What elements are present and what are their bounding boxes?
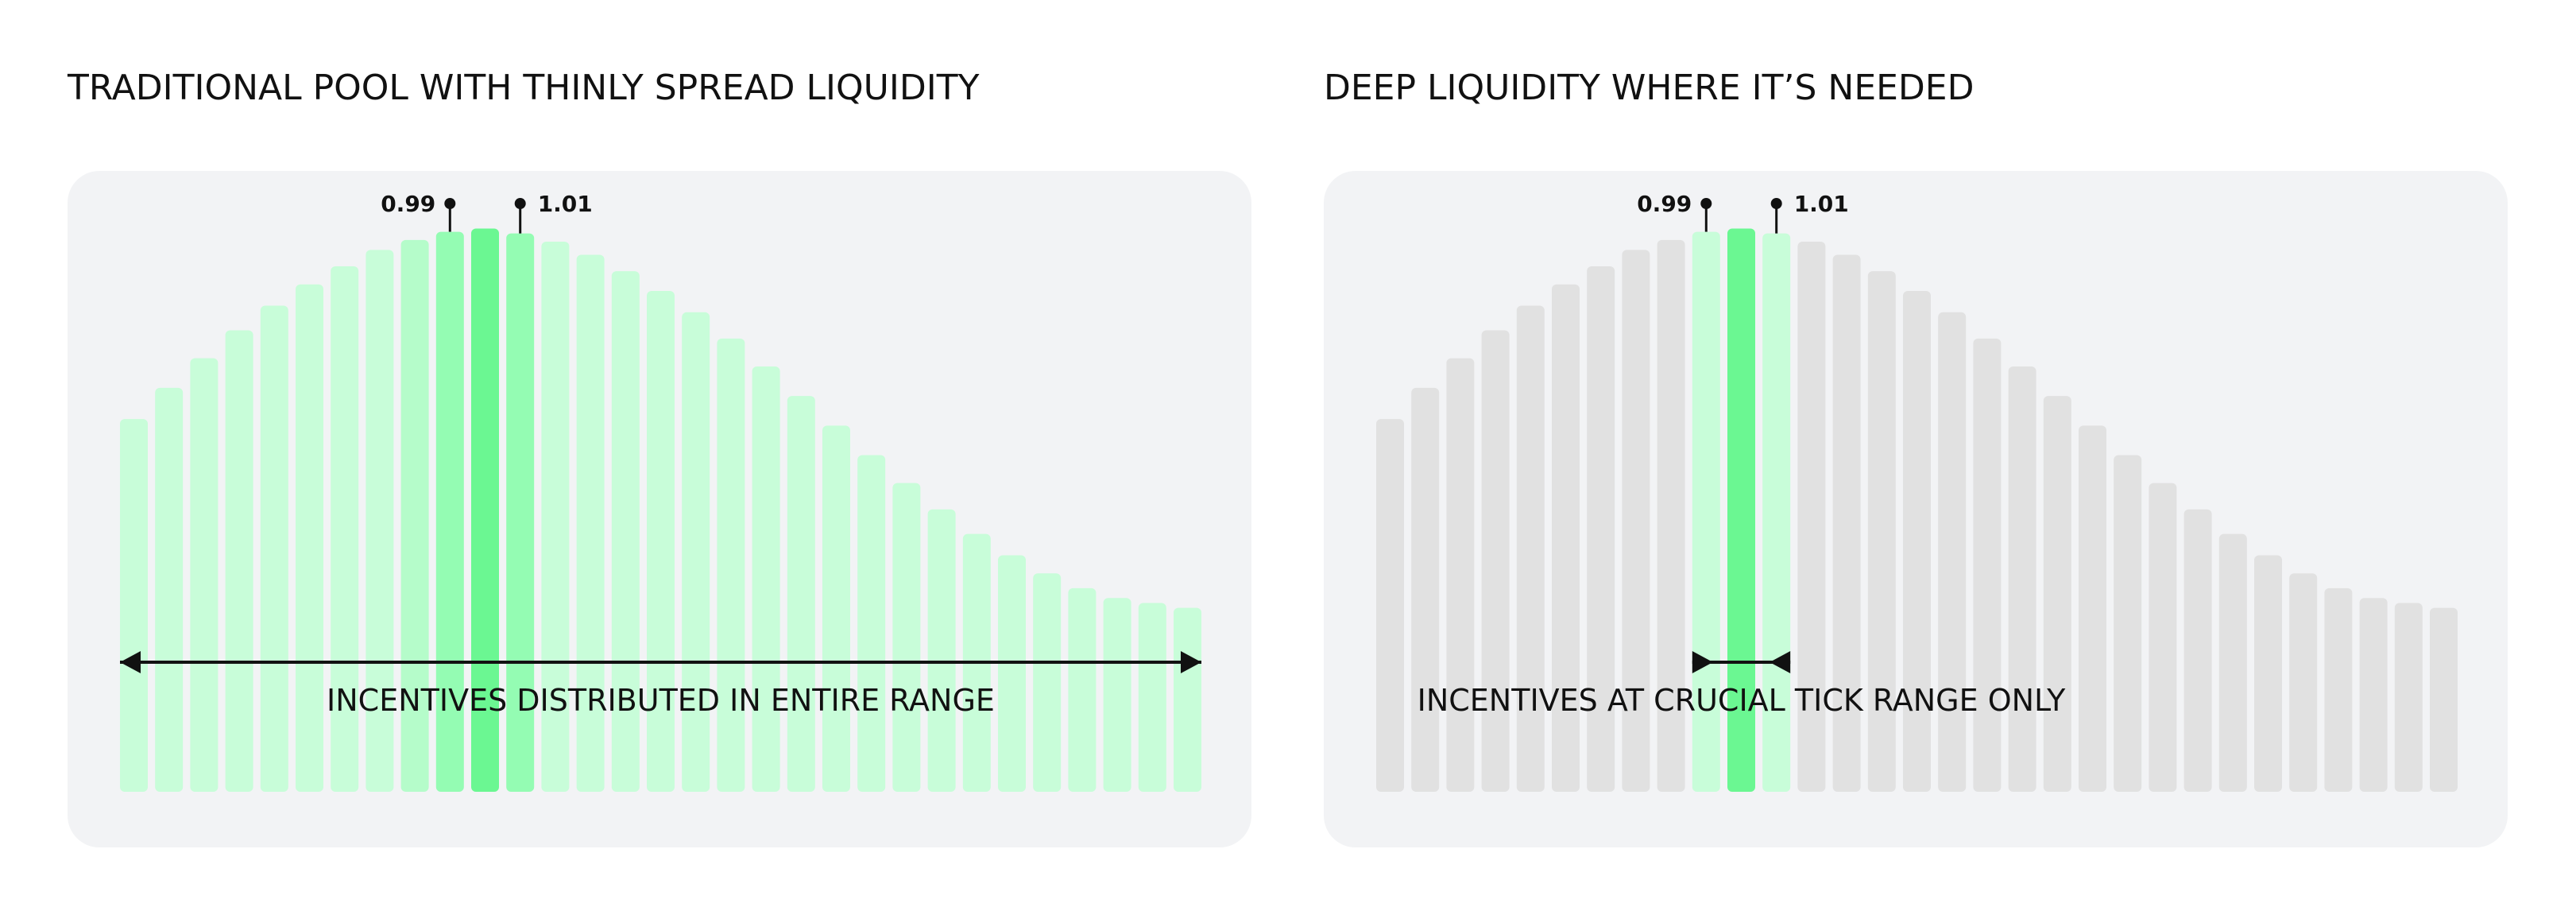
chart-title: TRADITIONAL POOL WITH THINLY SPREAD LIQU… [67,68,980,108]
bar [2114,455,2142,792]
bar [1727,228,1755,793]
bar [717,338,745,792]
arrow-head [1181,651,1201,673]
bar [1138,603,1166,792]
bar [155,387,184,792]
bar [225,330,253,792]
bar [787,396,815,792]
bar [1552,284,1580,792]
bar [2394,603,2423,792]
bar [400,239,429,792]
pin-label: 0.99 [1637,191,1692,217]
arrow-head [120,651,141,673]
bar [2043,396,2071,792]
range-annotation: INCENTIVES AT CRUCIAL TICK RANGE ONLY [1418,683,2067,718]
pin-label: 0.99 [381,191,435,217]
pin-label: 1.01 [538,191,593,217]
bar [2218,533,2247,792]
bar [647,290,675,792]
bar [682,312,710,793]
bar [1587,266,1615,792]
bar [331,266,359,792]
bar [120,419,148,792]
bar [1411,387,1440,792]
bar [435,231,464,792]
bar [1068,587,1097,792]
bar [2008,366,2036,793]
bar [1376,419,1404,792]
range-annotation: INCENTIVES DISTRIBUTED IN ENTIRE RANGE [327,683,995,718]
bar [1516,305,1545,792]
bar [1446,358,1475,792]
bar [1174,607,1201,792]
bar [366,250,394,792]
bar [857,455,886,792]
pin-dot [444,198,456,209]
bar [2324,587,2353,792]
bar [190,358,219,792]
bar [1622,250,1650,792]
bar [1832,254,1861,792]
pin-dot [514,198,526,209]
pin-dot [1770,198,1782,209]
bar [1657,239,1685,792]
bar [2254,555,2282,792]
bar [576,254,605,792]
pin-dot [1700,198,1712,209]
bar [892,483,921,792]
bar [1033,573,1062,792]
bar [2079,425,2106,792]
bar [2359,598,2388,792]
pin-label: 1.01 [1794,191,1849,217]
bar [1903,290,1931,792]
arrow-head [1770,651,1791,673]
bar [927,509,956,792]
bar [822,425,850,792]
bar [752,366,780,793]
bar [1938,312,1967,793]
bar [506,233,535,793]
bar [1973,338,2002,792]
arrow-head [1692,651,1713,673]
bar [296,284,323,792]
bar [2149,483,2177,792]
chart-title: DEEP LIQUIDITY WHERE IT’S NEEDED [1324,68,1975,108]
bar [541,241,570,792]
bar [1481,330,1510,792]
bar [2183,509,2212,792]
bar [2430,607,2458,792]
bar [1867,271,1896,792]
bar [998,555,1026,792]
bar [260,305,288,792]
bar [1762,233,1791,793]
bar [1103,598,1131,792]
bar [1692,231,1720,792]
bar [1797,241,1826,792]
bar [471,228,499,793]
bar [2289,573,2318,792]
